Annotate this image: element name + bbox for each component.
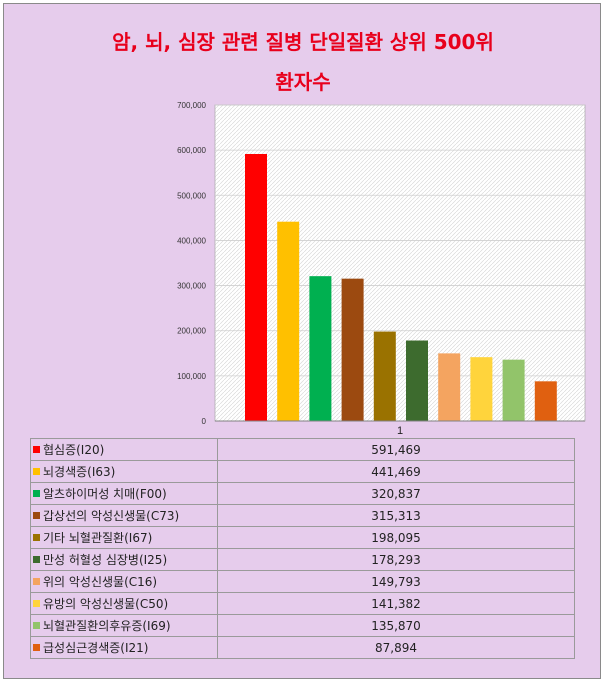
bar-7 <box>438 353 461 421</box>
table-row: 알츠하이머성 치매(F00) 320,837 <box>30 482 575 505</box>
table-row: 뇌혈관질환의후유증(I69) 135,870 <box>30 614 575 637</box>
bars <box>245 153 557 421</box>
table-row: 위의 악성신생물(C16) 149,793 <box>30 570 575 593</box>
bar-5 <box>373 331 396 421</box>
legend-cell: 뇌혈관질환의후유증(I69) <box>30 614 218 637</box>
table-row: 급성심근경색증(I21) 87,894 <box>30 636 575 659</box>
y-axis-ticks: 0 100,000 200,000 300,000 400,000 500,000 600,… <box>177 101 206 426</box>
bar-6 <box>406 340 428 421</box>
data-label: 178,293 <box>217 548 575 571</box>
data-label: 87,894 <box>217 636 575 659</box>
bar-3 <box>309 276 332 421</box>
legend-cell: 알츠하이머성 치매(F00) <box>30 482 218 505</box>
legend-cell: 위의 악성신생물(C16) <box>30 570 218 593</box>
y-tick-label: 100,000 <box>177 372 206 381</box>
legend-cell: 기타 뇌혈관질환(I67) <box>30 526 218 549</box>
legend-cell: 급성심근경색증(I21) <box>30 636 218 659</box>
series-name: 뇌경색증(I63) <box>43 465 116 479</box>
chart-title: 암, 뇌, 심장 관련 질병 단일질환 상위 500위 <box>112 30 494 54</box>
data-label: 149,793 <box>217 570 575 593</box>
series-name: 기타 뇌혈관질환(I67) <box>43 531 153 545</box>
y-tick-label: 400,000 <box>177 236 206 245</box>
legend-swatch <box>33 622 40 629</box>
bar-4 <box>341 278 364 421</box>
legend-cell: 갑상선의 악성신생물(C73) <box>30 504 218 527</box>
table-row: 기타 뇌혈관질환(I67) 198,095 <box>30 526 575 549</box>
bar-9 <box>502 359 525 421</box>
x-category-label: 1 <box>397 425 403 437</box>
series-name: 알츠하이머성 치매(F00) <box>43 487 167 501</box>
data-label: 135,870 <box>217 614 575 637</box>
legend-swatch <box>33 446 40 453</box>
legend-swatch <box>33 556 40 563</box>
table-row: 협심증(I20) 591,469 <box>30 438 575 461</box>
data-table: 협심증(I20) 591,469 뇌경색증(I63) 441,469 알츠하이머성 치매… <box>30 438 575 659</box>
series-name: 위의 악성신생물(C16) <box>43 575 158 589</box>
table-row: 뇌경색증(I63) 441,469 <box>30 460 575 483</box>
bar-10 <box>534 381 557 421</box>
series-name: 급성심근경색증(I21) <box>43 641 149 655</box>
data-label: 591,469 <box>217 438 575 461</box>
legend-cell: 뇌경색증(I63) <box>30 460 218 483</box>
table-row: 만성 허혈성 심장병(I25) 178,293 <box>30 548 575 571</box>
y-tick-label: 200,000 <box>177 327 206 336</box>
series-name: 만성 허혈성 심장병(I25) <box>43 553 168 567</box>
y-tick-label: 500,000 <box>177 191 206 200</box>
chart-subtitle: 환자수 <box>275 70 331 94</box>
legend-cell: 협심증(I20) <box>30 438 218 461</box>
data-label: 198,095 <box>217 526 575 549</box>
legend-swatch <box>33 600 40 607</box>
bar-8 <box>470 357 493 421</box>
bar-chart: 0 100,000 200,000 300,000 400,000 500,000 600,… <box>177 101 586 437</box>
series-name: 유방의 악성신생물(C50) <box>43 597 169 611</box>
table-row: 유방의 악성신생물(C50) 141,382 <box>30 592 575 615</box>
bar-2 <box>277 221 300 421</box>
legend-swatch <box>33 578 40 585</box>
data-label: 441,469 <box>217 460 575 483</box>
legend-swatch <box>33 468 40 475</box>
series-name: 갑상선의 악성신생물(C73) <box>43 509 180 523</box>
legend-cell: 유방의 악성신생물(C50) <box>30 592 218 615</box>
table-row: 갑상선의 악성신생물(C73) 315,313 <box>30 504 575 527</box>
legend-swatch <box>33 512 40 519</box>
legend-swatch <box>33 490 40 497</box>
bar-1 <box>245 153 267 421</box>
y-tick-label: 700,000 <box>177 101 206 110</box>
y-tick-label: 300,000 <box>177 282 206 291</box>
data-label: 315,313 <box>217 504 575 527</box>
y-tick-label: 0 <box>202 417 207 426</box>
y-tick-label: 600,000 <box>177 146 206 155</box>
series-name: 협심증(I20) <box>43 443 105 457</box>
legend-cell: 만성 허혈성 심장병(I25) <box>30 548 218 571</box>
data-label: 320,837 <box>217 482 575 505</box>
series-name: 뇌혈관질환의후유증(I69) <box>43 619 171 633</box>
plot-area <box>214 104 586 422</box>
legend-swatch <box>33 644 40 651</box>
legend-swatch <box>33 534 40 541</box>
data-label: 141,382 <box>217 592 575 615</box>
